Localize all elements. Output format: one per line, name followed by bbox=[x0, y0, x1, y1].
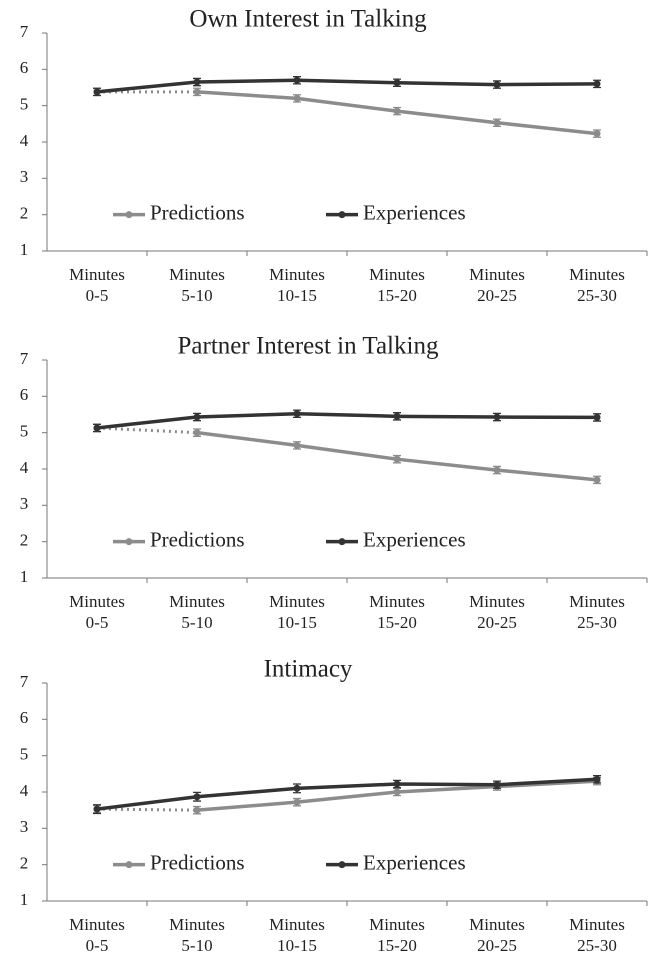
legend-label: Predictions bbox=[150, 200, 245, 224]
marker bbox=[193, 429, 201, 437]
y-tick-label: 7 bbox=[20, 22, 29, 41]
y-tick-label: 1 bbox=[20, 240, 29, 259]
marker bbox=[293, 798, 301, 806]
marker bbox=[593, 476, 601, 484]
x-tick-label: Minutes 20-25 bbox=[469, 592, 525, 632]
marker bbox=[393, 455, 401, 463]
legend-marker bbox=[125, 538, 133, 546]
x-tick-label: Minutes 0-5 bbox=[69, 592, 125, 632]
x-tick-label: Minutes 5-10 bbox=[169, 265, 225, 305]
marker bbox=[593, 413, 601, 421]
marker bbox=[393, 79, 401, 87]
marker bbox=[93, 88, 101, 96]
x-tick-label: Minutes 20-25 bbox=[469, 915, 525, 955]
marker bbox=[293, 76, 301, 84]
y-tick-label: 2 bbox=[20, 854, 29, 873]
y-tick-label: 3 bbox=[20, 167, 29, 186]
y-tick-label: 5 bbox=[20, 95, 29, 114]
y-tick-label: 7 bbox=[20, 349, 29, 368]
marker bbox=[293, 94, 301, 102]
marker bbox=[93, 805, 101, 813]
y-tick-label: 7 bbox=[20, 672, 29, 691]
legend-marker bbox=[125, 861, 133, 869]
chart-title: Intimacy bbox=[264, 656, 353, 683]
legend-label: Experiences bbox=[363, 527, 466, 551]
x-tick-label: Minutes 10-15 bbox=[269, 265, 325, 305]
y-tick-label: 2 bbox=[20, 204, 29, 223]
x-tick-label: Minutes 10-15 bbox=[269, 915, 325, 955]
x-tick-label: Minutes 10-15 bbox=[269, 592, 325, 632]
marker bbox=[193, 88, 201, 96]
line bbox=[96, 78, 598, 94]
x-tick-label: Minutes 15-20 bbox=[369, 915, 425, 955]
y-tick-label: 5 bbox=[20, 745, 29, 764]
legend-marker bbox=[338, 861, 346, 869]
chart-title: Partner Interest in Talking bbox=[178, 333, 439, 360]
legend-marker bbox=[338, 538, 346, 546]
y-tick-label: 3 bbox=[20, 817, 29, 836]
marker bbox=[393, 107, 401, 115]
marker bbox=[493, 413, 501, 421]
x-tick-label: Minutes 5-10 bbox=[169, 915, 225, 955]
x-tick-label: Minutes 25-30 bbox=[569, 915, 625, 955]
y-tick-label: 6 bbox=[20, 708, 29, 727]
marker bbox=[593, 775, 601, 783]
marker bbox=[393, 788, 401, 796]
legend-label: Predictions bbox=[150, 850, 245, 874]
marker bbox=[293, 784, 301, 792]
x-tick-label: Minutes 0-5 bbox=[69, 265, 125, 305]
y-tick-label: 4 bbox=[20, 781, 29, 800]
y-tick-label: 1 bbox=[20, 890, 29, 909]
marker bbox=[493, 466, 501, 474]
marker bbox=[193, 413, 201, 421]
marker bbox=[393, 780, 401, 788]
line bbox=[96, 777, 598, 811]
marker bbox=[593, 130, 601, 138]
marker bbox=[193, 793, 201, 801]
y-tick-label: 1 bbox=[20, 567, 29, 586]
legend-label: Experiences bbox=[363, 850, 466, 874]
line bbox=[96, 412, 598, 430]
legend-label: Experiences bbox=[363, 200, 466, 224]
legend-marker bbox=[338, 211, 346, 219]
marker bbox=[493, 81, 501, 89]
legend-label: Predictions bbox=[150, 527, 245, 551]
marker bbox=[93, 424, 101, 432]
y-tick-label: 6 bbox=[20, 385, 29, 404]
marker bbox=[393, 412, 401, 420]
marker bbox=[493, 119, 501, 127]
x-tick-label: Minutes 20-25 bbox=[469, 265, 525, 305]
y-tick-label: 6 bbox=[20, 58, 29, 77]
marker bbox=[293, 441, 301, 449]
line-segment-dotted bbox=[96, 807, 198, 812]
y-tick-label: 4 bbox=[20, 458, 29, 477]
y-tick-label: 4 bbox=[20, 131, 29, 150]
marker bbox=[593, 80, 601, 88]
x-tick-label: Minutes 25-30 bbox=[569, 592, 625, 632]
line-segment-dotted bbox=[96, 426, 198, 435]
x-tick-label: Minutes 15-20 bbox=[369, 265, 425, 305]
x-tick-label: Minutes 0-5 bbox=[69, 915, 125, 955]
legend-marker bbox=[125, 211, 133, 219]
marker bbox=[193, 806, 201, 814]
x-tick-label: Minutes 5-10 bbox=[169, 592, 225, 632]
y-tick-label: 5 bbox=[20, 422, 29, 441]
marker bbox=[193, 78, 201, 86]
x-tick-label: Minutes 15-20 bbox=[369, 592, 425, 632]
chart-title: Own Interest in Talking bbox=[189, 6, 427, 33]
x-tick-label: Minutes 25-30 bbox=[569, 265, 625, 305]
marker bbox=[493, 781, 501, 789]
y-tick-label: 3 bbox=[20, 494, 29, 513]
marker bbox=[293, 410, 301, 418]
y-tick-label: 2 bbox=[20, 531, 29, 550]
